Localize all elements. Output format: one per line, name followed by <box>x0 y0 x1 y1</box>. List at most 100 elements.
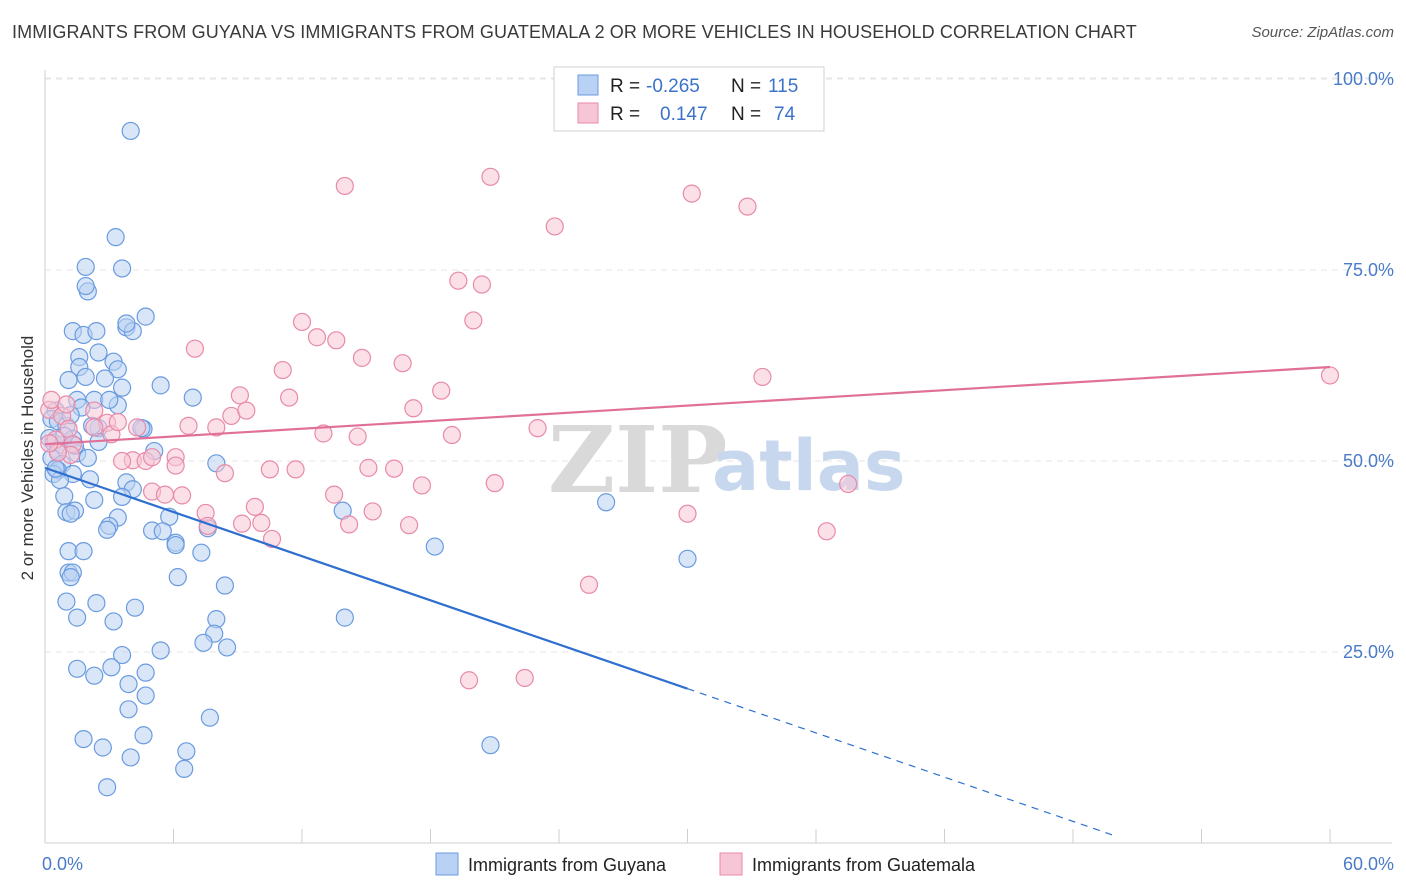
guyana-point-86 <box>68 659 87 678</box>
guatemala-point-5 <box>59 419 78 439</box>
guatemala-point-33 <box>232 514 252 533</box>
guyana-point-68 <box>74 542 93 561</box>
y-axis-label: 2 or more Vehicles in Household <box>18 336 37 581</box>
guatemala-point-48 <box>348 427 367 446</box>
guyana-point-21 <box>112 378 132 397</box>
guatemala-point-42 <box>307 328 327 347</box>
guatemala-point-51 <box>363 502 382 521</box>
guatemala-point-61 <box>472 275 491 294</box>
guyana-point-98 <box>121 748 140 767</box>
guyana-point-58 <box>61 504 80 523</box>
guyana-point-87 <box>102 658 121 677</box>
guyana-point-97 <box>177 742 196 761</box>
y-tick-label-0: 25.0% <box>1343 642 1394 662</box>
guatemala-point-68 <box>579 575 599 594</box>
guyana-point-84 <box>151 641 170 660</box>
guatemala-point-34 <box>245 497 264 516</box>
guyana-point-20 <box>151 376 170 395</box>
guatemala-point-55 <box>404 399 423 418</box>
guatemala-point-38 <box>273 360 292 380</box>
guatemala-point-54 <box>399 516 419 535</box>
guyana-point-75 <box>57 592 76 611</box>
gridlines <box>45 77 1392 653</box>
guyana-point-9 <box>87 322 106 341</box>
guatemala-point-65 <box>515 668 534 688</box>
x-tick-labels: 0.0% 60.0% <box>42 854 1394 874</box>
guatemala-point-10 <box>85 401 104 420</box>
guatemala-point-60 <box>464 311 483 330</box>
guatemala-point-58 <box>442 425 462 445</box>
guyana-point-74 <box>215 576 234 595</box>
guyana-point-79 <box>104 612 123 631</box>
guatemala-point-56 <box>412 476 432 495</box>
guyana-point-78 <box>68 608 87 627</box>
guatemala-point-30 <box>215 464 234 483</box>
guyana-point-5 <box>76 276 95 296</box>
legend-r-value-guatemala: 0.147 <box>660 104 708 125</box>
guyana-point-53 <box>85 490 104 510</box>
guyana-point-106 <box>481 736 500 755</box>
guyana-point-72 <box>61 568 80 587</box>
trend-line-guatemala <box>44 365 1331 446</box>
guatemala-point-47 <box>340 515 359 534</box>
guyana-point-2 <box>112 259 132 278</box>
guatemala-point-39 <box>280 388 299 407</box>
trend-lines <box>44 365 1331 837</box>
guatemala-point-70 <box>682 184 701 203</box>
guyana-point-12 <box>117 314 136 333</box>
guyana-point-105 <box>678 549 697 568</box>
guyana-point-3 <box>76 257 95 277</box>
guatemala-point-67 <box>545 217 564 236</box>
guatemala-point-14 <box>108 412 127 432</box>
legend-swatch-guyana <box>577 74 599 96</box>
y-tick-label-3: 100.0% <box>1333 69 1394 89</box>
legend: R = -0.265 N = 115 R = 0.147 N = 74 <box>553 66 825 132</box>
guatemala-point-50 <box>359 458 378 477</box>
guatemala-point-75 <box>1320 366 1340 385</box>
guatemala-point-76 <box>185 339 205 358</box>
y-tick-labels: 25.0% 50.0% 75.0% 100.0% <box>1333 69 1394 662</box>
guatemala-point-36 <box>260 460 279 479</box>
guatemala-point-41 <box>292 312 312 332</box>
guatemala-point-19 <box>142 448 162 467</box>
guyana-point-91 <box>136 686 155 705</box>
guyana-point-69 <box>192 543 211 562</box>
guyana-point-102 <box>335 608 354 627</box>
guatemala-point-62 <box>481 167 500 186</box>
guatemala-point-46 <box>335 176 354 196</box>
guyana-point-6 <box>136 307 155 326</box>
trend-line-guyana <box>44 466 688 690</box>
guatemala-point-21 <box>166 456 185 475</box>
guatemala-point-25 <box>179 416 198 435</box>
guatemala-point-69 <box>678 504 697 523</box>
guatemala-point-32 <box>237 401 256 420</box>
guatemala-point-66 <box>528 419 547 438</box>
legend-r-label-guatemala: R = <box>610 104 640 125</box>
guyana-point-14 <box>89 343 108 362</box>
guatemala-point-52 <box>384 459 404 478</box>
guatemala-point-15 <box>127 418 147 437</box>
guatemala-point-59 <box>449 271 468 290</box>
guyana-point-88 <box>136 663 155 682</box>
guatemala-point-73 <box>817 522 836 541</box>
guyana-point-95 <box>134 726 153 745</box>
bottom-legend: Immigrants from Guyana Immigrants from G… <box>435 852 976 876</box>
guatemala-point-57 <box>432 381 451 400</box>
guatemala-point-63 <box>485 474 504 493</box>
guyana-point-89 <box>85 666 104 685</box>
guatemala-point-23 <box>155 485 175 504</box>
guyana-point-61 <box>98 520 117 539</box>
legend-n-value-guatemala: 74 <box>774 104 796 125</box>
x-tick-label-1: 60.0% <box>1343 854 1394 874</box>
guyana-point-109 <box>78 448 97 468</box>
legend-box <box>553 66 825 132</box>
guyana-point-66 <box>166 535 185 555</box>
guyana-point-19 <box>95 369 115 388</box>
guyana-point-22 <box>183 388 202 407</box>
guatemala-point-72 <box>753 367 772 387</box>
bottom-legend-swatch-guatemala <box>719 852 743 876</box>
guyana-point-76 <box>87 594 106 613</box>
guyana-point-18 <box>59 370 78 390</box>
guyana-point-83 <box>217 638 237 657</box>
